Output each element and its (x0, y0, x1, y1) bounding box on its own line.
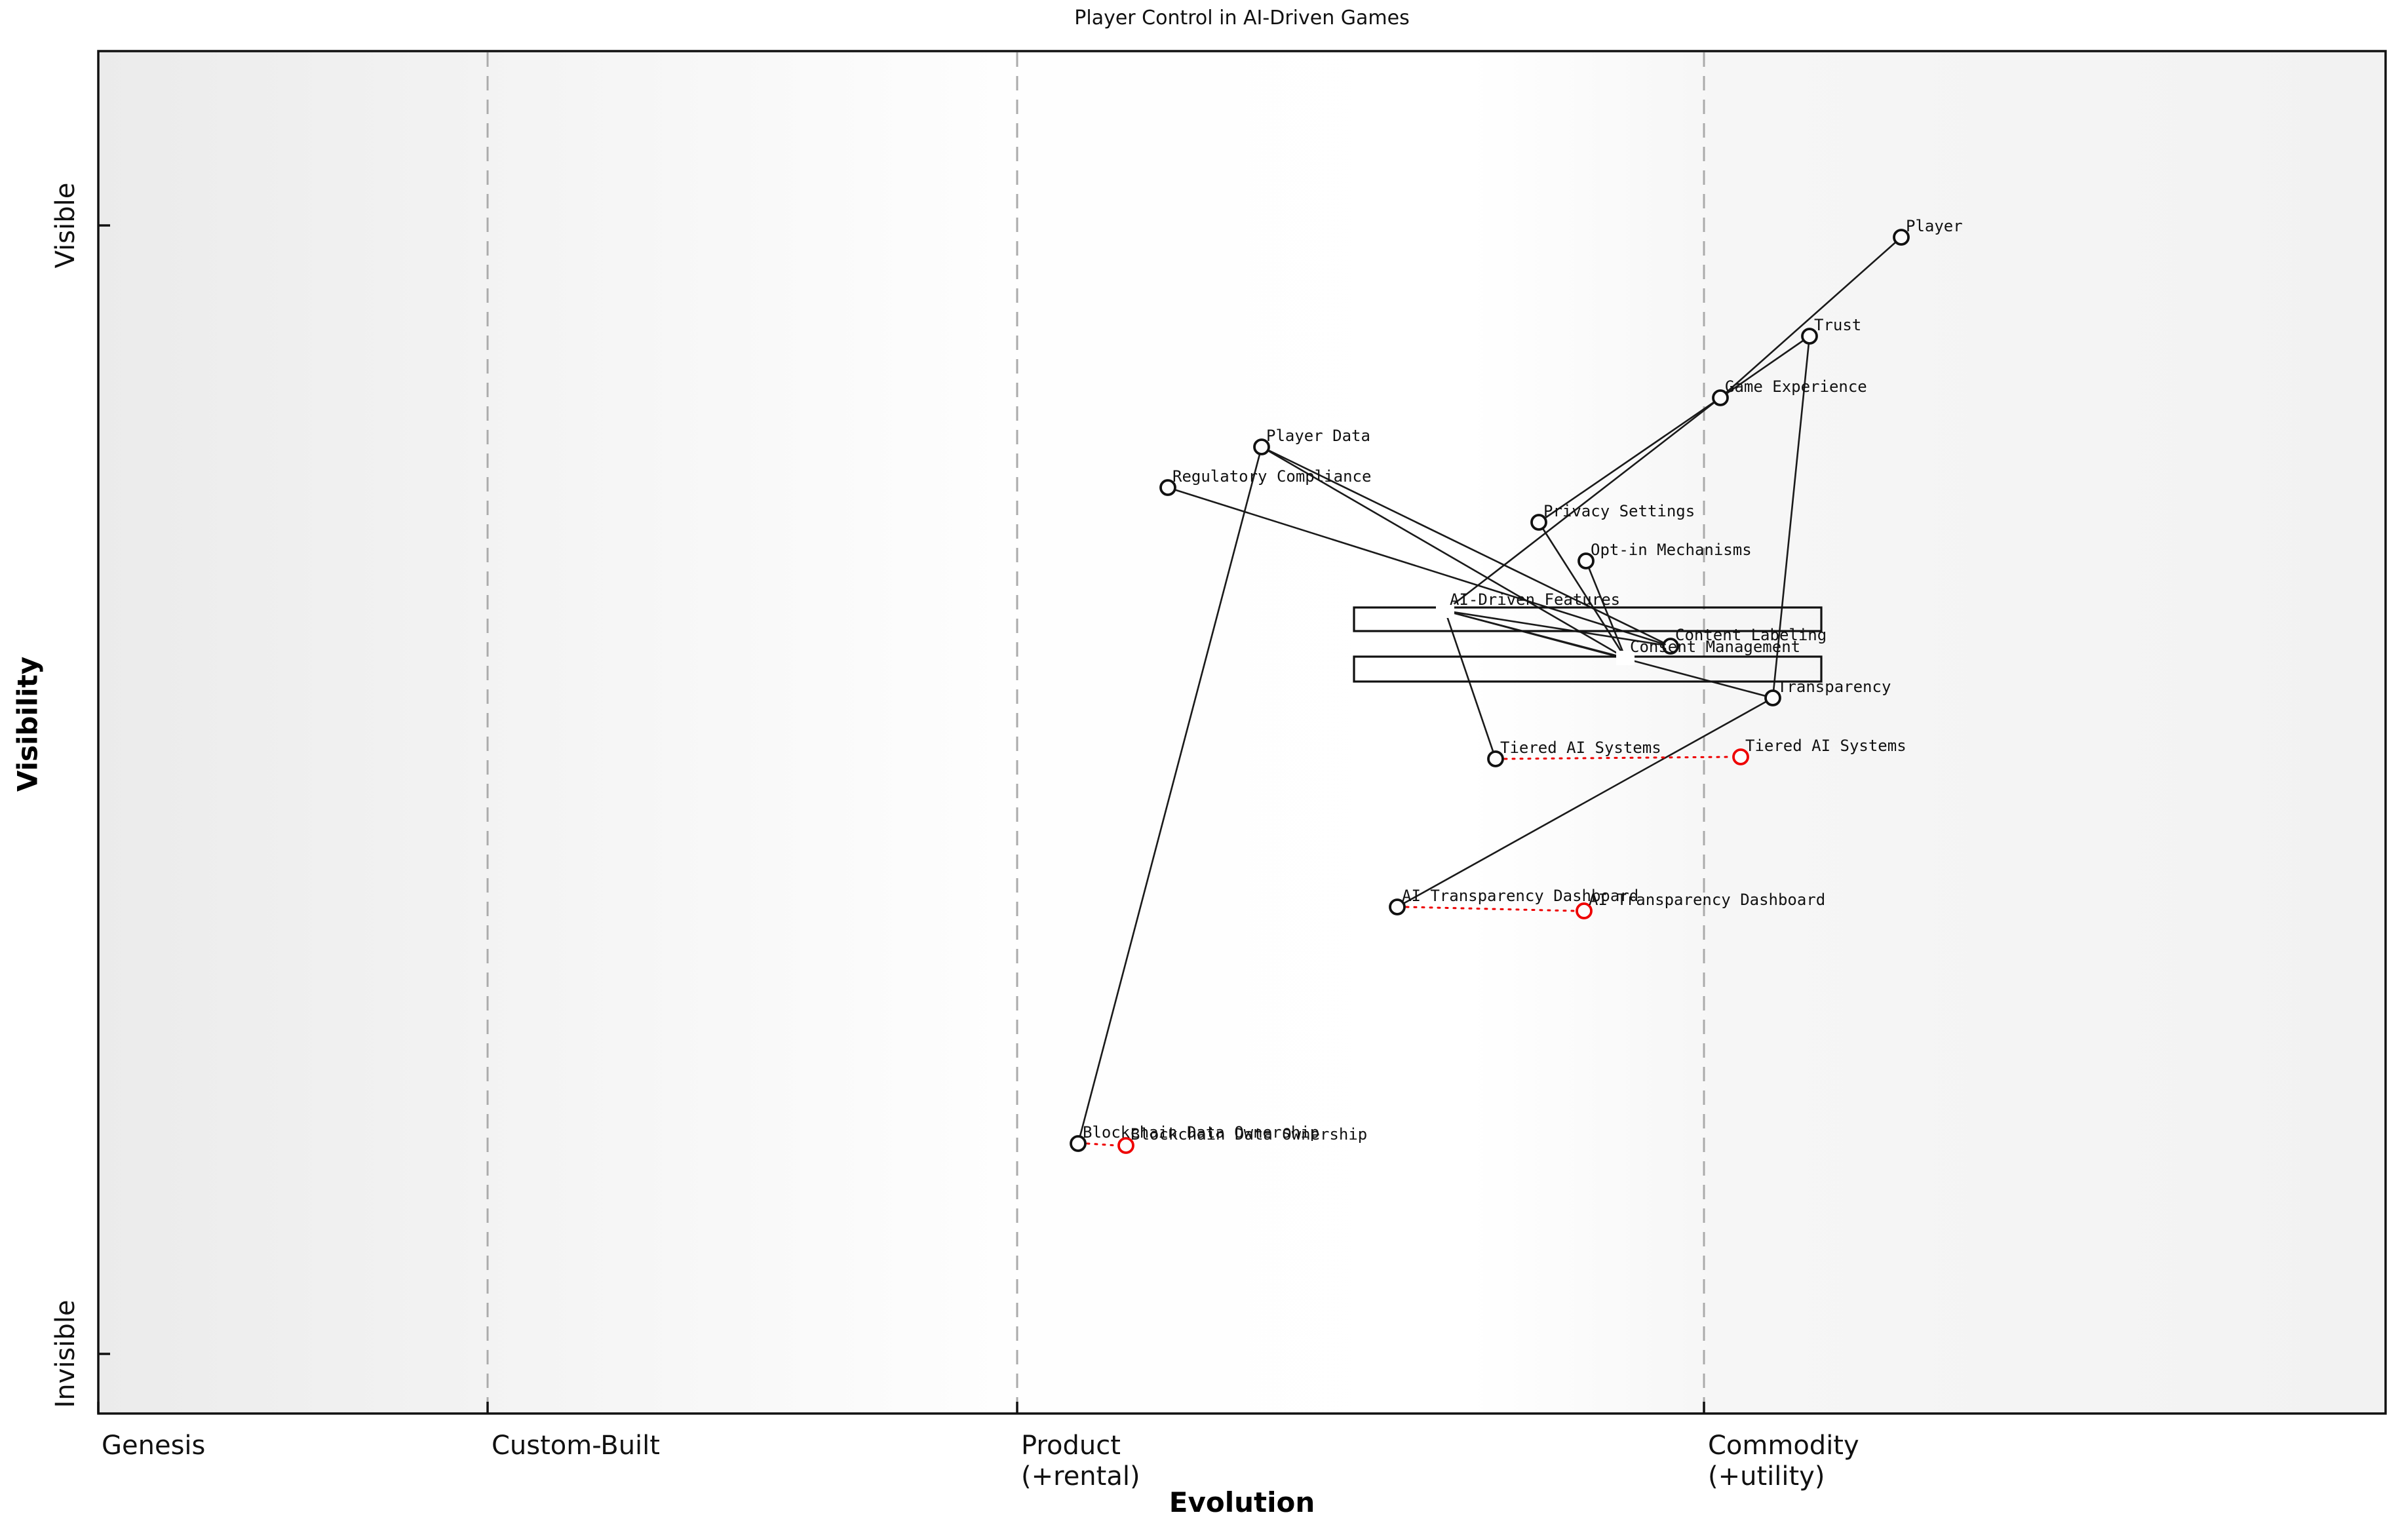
pipeline-box-2 (1353, 655, 1823, 683)
node-player (1893, 229, 1910, 246)
y-axis-tick-label-invisible: Invisible (50, 1299, 81, 1408)
edge-trust--transparency (1771, 336, 1811, 699)
node-atd (1389, 898, 1406, 915)
node-tiered-ai-evolved (1732, 748, 1749, 765)
node-atd-evolved (1576, 902, 1593, 919)
node-regulatory-compliance (1159, 479, 1176, 496)
edge-game-experience--privacy-settings (1538, 396, 1721, 524)
edge-ai-driven-features--transparency (1444, 609, 1773, 699)
node-label-blockchain: Blockchain Data Ownership (1083, 1123, 1319, 1142)
node-blockchain (1070, 1135, 1087, 1152)
node-label-tiered-ai: Tiered AI Systems (1500, 739, 1661, 757)
node-tiered-ai (1487, 750, 1504, 767)
node-transparency (1764, 689, 1781, 706)
x-axis-stage-label-genesis: Genesis (102, 1431, 206, 1461)
node-game-experience (1712, 389, 1729, 406)
edge-opt-in-mechanisms--consent-management (1585, 560, 1627, 659)
edge-regulatory-compliance--content-labeling (1167, 486, 1671, 647)
node-label-trust: Trust (1814, 316, 1861, 334)
node-label-blockchain-evolved: Blockchain Data Ownership (1131, 1125, 1367, 1144)
evolution-arrow-tiered-ai (1503, 756, 1733, 760)
node-label-player-data: Player Data (1266, 427, 1370, 445)
node-label-player: Player (1906, 217, 1963, 235)
node-ai-driven-features (1436, 604, 1454, 618)
edge-transparency--atd (1397, 697, 1773, 908)
node-label-atd: AI Transparency Dashboard (1402, 887, 1638, 905)
node-label-opt-in-mechanisms: Opt-in Mechanisms (1591, 541, 1752, 559)
node-blockchain-evolved (1117, 1137, 1134, 1154)
node-label-game-experience: Game Experience (1725, 377, 1867, 396)
x-axis-stage-label-commodity: Commodity (+utility) (1708, 1431, 1859, 1492)
edge-player-data--blockchain (1077, 446, 1263, 1144)
y-axis-title: Visibility (11, 656, 44, 792)
node-label-atd-evolved: AI Transparency Dashboard (1589, 891, 1825, 909)
node-label-privacy-settings: Privacy Settings (1543, 502, 1695, 520)
edge-game-experience--ai-driven-features (1444, 396, 1721, 612)
x-axis-stage-label-product: Product (+rental) (1021, 1431, 1140, 1492)
node-content-labeling (1662, 638, 1679, 655)
edge-privacy-settings--consent-management (1538, 522, 1627, 659)
node-label-ai-driven-features: AI-Driven Features (1450, 590, 1620, 609)
node-opt-in-mechanisms (1577, 552, 1595, 569)
x-axis-title: Evolution (1169, 1486, 1315, 1518)
y-axis-tick-label-visible: Visible (50, 182, 81, 269)
node-privacy-settings (1530, 514, 1547, 531)
edge-player-data--consent-management (1261, 446, 1626, 659)
edge-ai-driven-features--content-labeling (1444, 609, 1671, 647)
node-label-tiered-ai-evolved: Tiered AI Systems (1745, 737, 1906, 755)
node-trust (1801, 328, 1818, 345)
node-label-regulatory-compliance: Regulatory Compliance (1172, 467, 1371, 486)
chart-title: Player Control in AI-Driven Games (1074, 7, 1410, 29)
node-label-transparency: Transparency (1777, 678, 1891, 696)
node-player-data (1253, 438, 1270, 455)
pipeline-box-1 (1353, 606, 1823, 632)
x-axis-stage-label-custom-built: Custom-Built (492, 1431, 660, 1461)
node-label-content-labeling: Content Labeling (1675, 626, 1827, 644)
node-consent-management (1616, 651, 1635, 665)
edge-ai-driven-features--tiered-ai (1444, 610, 1497, 760)
edge-trust--game-experience (1720, 335, 1810, 399)
edge-player-data--content-labeling (1261, 446, 1671, 647)
node-label-consent-management: Consent Management (1630, 638, 1800, 656)
plot-background (97, 50, 2387, 1415)
evolution-arrow-blockchain (1086, 1142, 1118, 1147)
edge-player--game-experience (1720, 237, 1902, 398)
